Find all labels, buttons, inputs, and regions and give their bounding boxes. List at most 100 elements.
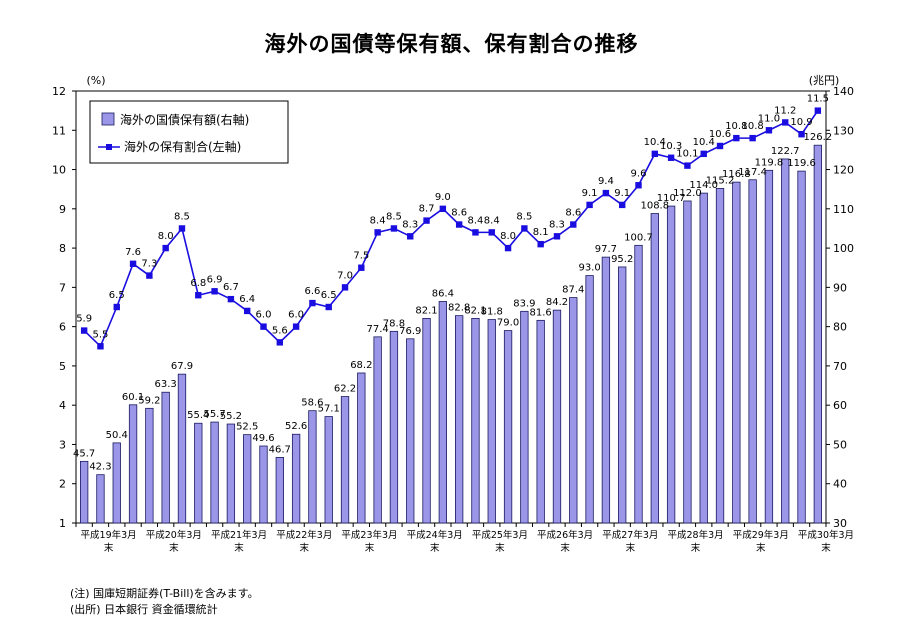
- left-axis-tick-label: 2: [59, 478, 66, 491]
- ratio-value-label: 8.4: [370, 215, 386, 226]
- ratio-point: [716, 142, 724, 150]
- bar: [194, 422, 203, 524]
- ratio-point: [243, 307, 251, 315]
- bar-value-label: 59.2: [138, 395, 160, 406]
- ratio-point: [782, 119, 789, 126]
- ratio-value-label: 8.3: [549, 219, 565, 230]
- right-axis-tick-label: 60: [833, 399, 847, 412]
- ratio-value-label: 6.5: [321, 290, 337, 301]
- bar-value-label: 108.8: [640, 201, 669, 212]
- bar-value-label: 68.2: [350, 360, 372, 371]
- bar-value-label: 52.6: [285, 421, 307, 432]
- bar: [764, 169, 774, 524]
- ratio-value-label: 11.2: [774, 105, 796, 116]
- bar: [291, 433, 301, 524]
- bar: [520, 310, 529, 524]
- ratio-point: [113, 303, 120, 311]
- bar: [569, 297, 578, 524]
- bar: [308, 410, 317, 524]
- ratio-value-label: 10.1: [676, 149, 698, 160]
- left-axis-tick-label: 10: [52, 164, 66, 177]
- bar: [715, 187, 725, 524]
- x-axis-label-sub: 末: [365, 542, 375, 554]
- right-axis-tick-label: 30: [833, 517, 847, 530]
- x-axis-label: 平成23年3月: [341, 529, 397, 541]
- ratio-value-label: 6.0: [256, 310, 272, 321]
- x-axis-label: 平成25年3月: [472, 529, 528, 541]
- legend-line-marker: [106, 144, 112, 150]
- right-axis-tick-label: 120: [833, 164, 854, 177]
- x-axis-label: 平成20年3月: [146, 529, 202, 541]
- bar: [128, 404, 138, 524]
- ratio-value-label: 7.5: [353, 251, 369, 262]
- bar-value-label: 115.2: [706, 175, 735, 186]
- ratio-point: [80, 327, 88, 334]
- ratio-value-label: 9.0: [435, 192, 451, 203]
- ratio-point: [651, 150, 659, 158]
- bar-value-label: 57.1: [318, 404, 340, 415]
- ratio-point: [325, 303, 332, 311]
- x-axis-label-sub: 末: [104, 542, 114, 554]
- bar-value-label: 50.4: [106, 430, 128, 441]
- ratio-point: [733, 134, 740, 142]
- x-axis-label-sub: 末: [495, 542, 505, 554]
- bar-value-label: 77.4: [366, 324, 388, 335]
- x-axis-label: 平成28年3月: [667, 529, 723, 541]
- note-tbill: (注) 国庫短期証券(T-Bill)を含みます。: [70, 587, 259, 600]
- right-axis-tick-label: 140: [833, 85, 854, 98]
- ratio-point: [178, 225, 186, 232]
- bar: [112, 442, 121, 524]
- ratio-point: [488, 229, 495, 236]
- bar: [340, 396, 350, 524]
- left-axis-tick-label: 4: [59, 399, 66, 412]
- bar: [650, 213, 659, 524]
- bar-value-label: 55.4: [187, 410, 209, 421]
- ratio-point: [309, 299, 316, 307]
- ratio-point: [341, 284, 349, 291]
- bar: [666, 205, 676, 524]
- x-axis-label-sub: 末: [691, 542, 701, 554]
- bar-value-label: 114.0: [689, 180, 718, 191]
- left-axis-tick-label: 12: [52, 85, 66, 98]
- left-axis-tick-label: 5: [59, 360, 66, 373]
- ratio-value-label: 8.6: [451, 208, 467, 219]
- ratio-point: [814, 107, 822, 114]
- right-axis-tick-label: 50: [833, 438, 847, 451]
- x-axis-label: 平成22年3月: [276, 529, 332, 541]
- ratio-value-label: 8.1: [533, 227, 549, 238]
- bar: [275, 457, 284, 524]
- bar: [259, 445, 268, 524]
- bar: [634, 244, 643, 524]
- ratio-value-label: 10.8: [725, 121, 747, 132]
- bar-value-label: 97.7: [595, 244, 617, 255]
- ratio-point: [195, 292, 202, 299]
- left-axis-tick-label: 11: [52, 124, 66, 137]
- bar-value-label: 81.8: [481, 307, 503, 318]
- bar: [813, 144, 822, 524]
- x-axis-label: 平成26年3月: [537, 529, 593, 541]
- bar: [324, 416, 333, 524]
- ratio-point: [276, 339, 284, 346]
- bar-value-label: 42.3: [89, 462, 111, 473]
- bar-value-label: 100.7: [624, 232, 653, 243]
- ratio-value-label: 6.0: [288, 310, 304, 321]
- bar-value-label: 126.2: [804, 132, 833, 143]
- ratio-point: [146, 272, 153, 279]
- bar-value-label: 119.8: [755, 157, 784, 168]
- left-axis-unit: (%): [86, 74, 105, 87]
- bar-value-label: 45.7: [73, 448, 95, 459]
- bar: [455, 315, 464, 524]
- ratio-point: [292, 323, 300, 330]
- left-axis-tick-label: 9: [59, 203, 66, 216]
- bar: [80, 460, 89, 524]
- x-axis-label-sub: 末: [169, 542, 179, 554]
- ratio-value-label: 10.9: [790, 117, 812, 128]
- bar: [145, 407, 154, 524]
- ratio-value-label: 10.4: [644, 137, 666, 148]
- bar-value-label: 116.8: [722, 169, 751, 180]
- ratio-value-label: 11.5: [807, 94, 829, 105]
- ratio-value-label: 8.4: [468, 215, 484, 226]
- ratio-value-label: 10.6: [709, 129, 731, 140]
- ratio-value-label: 9.1: [614, 188, 630, 199]
- x-axis-label: 平成21年3月: [211, 529, 267, 541]
